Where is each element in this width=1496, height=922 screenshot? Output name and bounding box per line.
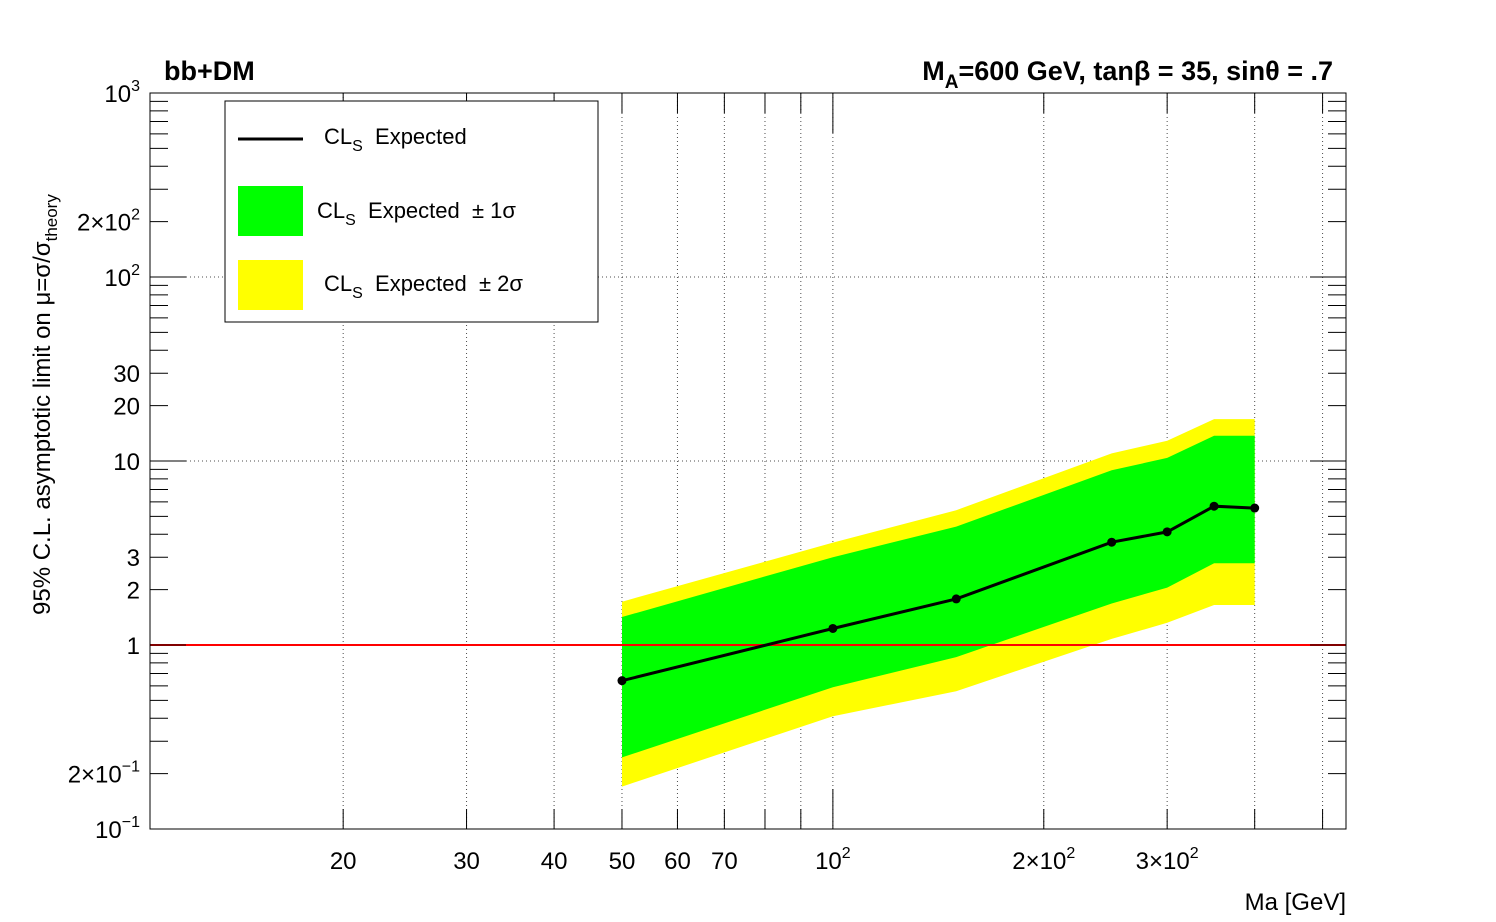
y-tick-label: 20 xyxy=(113,394,140,421)
band-1sigma xyxy=(622,435,1255,758)
legend-swatch-1sigma xyxy=(238,186,303,236)
legend-label-1sigma: CLS Expected ± 1σ xyxy=(317,198,516,229)
title-right-sub: A xyxy=(945,72,959,93)
y-tick-label: 10−1 xyxy=(95,814,140,844)
title-right: MA=600 GeV, tanβ = 35, sinθ = .7 xyxy=(922,56,1333,93)
y-tick-label: 2 xyxy=(127,578,140,605)
x-tick-label: 60 xyxy=(664,848,691,875)
legend-label-expected: CLS Expected xyxy=(324,124,467,155)
y-tick-label: 3 xyxy=(127,545,140,572)
x-tick-label: 70 xyxy=(711,848,738,875)
legend: CLS Expected CLS Expected ± 1σ CLS Expec… xyxy=(224,100,599,323)
x-tick-label: 3×102 xyxy=(1136,845,1199,875)
expected-point xyxy=(617,676,627,686)
expected-point xyxy=(1250,503,1260,513)
y-tick-label: 1 xyxy=(127,633,140,660)
x-tick-label: 50 xyxy=(609,848,636,875)
y-tick-label: 103 xyxy=(104,78,140,108)
y-tick-label: 10 xyxy=(113,449,140,476)
axis-ticks xyxy=(150,92,1346,830)
expected-series xyxy=(617,501,1260,686)
x-tick-label: 40 xyxy=(541,848,568,875)
tick-labels: 20 30 40 50 60 70 102 2×102 3×102 10−1 2×10−1 1 2 3 10… xyxy=(68,78,1199,875)
x-tick-label: 30 xyxy=(453,848,480,875)
expected-point xyxy=(1209,501,1219,511)
title-right-part1: M xyxy=(922,56,945,86)
expected-point xyxy=(828,623,838,633)
title-left: bb+DM xyxy=(164,56,255,86)
y-tick-label: 102 xyxy=(104,262,140,292)
x-axis-title: Ma [GeV] xyxy=(1245,889,1346,916)
x-tick-label: 102 xyxy=(815,845,851,875)
y-tick-label: 30 xyxy=(113,361,140,388)
legend-label-2sigma: CLS Expected ± 2σ xyxy=(324,271,523,302)
title-right-part2: =600 GeV, tanβ = 35, sinθ = .7 xyxy=(958,56,1333,86)
y-axis-title: 95% C.L. asymptotic limit on μ=σ/σtheory xyxy=(29,194,61,615)
expected-point xyxy=(951,594,961,604)
expected-point xyxy=(1107,537,1117,547)
y-tick-label: 2×10−1 xyxy=(68,759,140,789)
expected-point xyxy=(1162,527,1172,537)
y-axis-title-main: 95% C.L. asymptotic limit on μ=σ/σ xyxy=(29,241,56,615)
x-tick-label: 2×102 xyxy=(1012,845,1075,875)
x-tick-label: 20 xyxy=(330,848,357,875)
y-tick-label: 2×102 xyxy=(77,207,140,237)
legend-swatch-2sigma xyxy=(238,260,303,310)
y-axis-title-sub: theory xyxy=(42,194,61,242)
